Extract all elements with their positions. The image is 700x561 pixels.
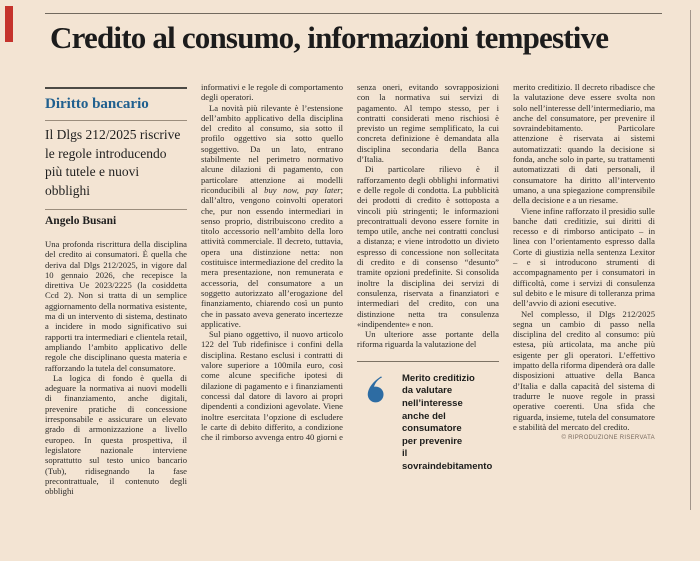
body-paragraph: Nel complesso, il Dlgs 212/2025 segna un…	[513, 308, 655, 432]
body-paragraph: Di particolare rilievo è il rafforzament…	[357, 164, 499, 329]
body-column: merito creditizio. Il decreto ribadisce …	[513, 82, 655, 432]
body-paragraph: Una profonda riscrittura della disciplin…	[45, 239, 187, 373]
body-paragraph: La logica di fondo è quella di adeguare …	[45, 372, 187, 497]
column-4: merito creditizio. Il decreto ribadisce …	[513, 82, 655, 522]
quote-mark-icon	[365, 375, 387, 408]
article-columns: Diritto bancario Il Dlgs 212/2025 riscri…	[45, 82, 655, 522]
body-paragraph: merito creditizio. Il decreto ribadisce …	[513, 82, 655, 206]
column-2: informativi e le regole di comportamento…	[201, 82, 343, 522]
body-paragraph: Sul piano oggettivo, il nuovo articolo 1…	[201, 329, 343, 443]
standfirst-divider	[45, 120, 187, 121]
column-1: Diritto bancario Il Dlgs 212/2025 riscri…	[45, 82, 187, 522]
body-paragraph: Viene infine rafforzato il presidio sull…	[513, 205, 655, 309]
pull-quote-text: Merito creditizio da valutare nell’inter…	[402, 372, 493, 472]
body-paragraph: informativi e le regole di comportamento…	[201, 82, 343, 103]
standfirst: Il Dlgs 212/2025 riscrive le regole intr…	[45, 127, 181, 198]
page-corner-mark	[5, 6, 13, 42]
pull-quote-divider	[357, 360, 499, 362]
body-column: informativi e le regole di comportamento…	[201, 82, 343, 442]
copyright-notice: © RIPRODUZIONE RISERVATA	[561, 435, 655, 442]
author-byline: Angelo Busani	[45, 215, 117, 227]
author-divider	[45, 209, 187, 210]
pull-quote: Merito creditizio da valutare nell’inter…	[357, 360, 499, 474]
body-paragraph: La novità più rilevante è l’estensione d…	[201, 102, 343, 329]
page-edge-rule	[690, 10, 691, 510]
body-column: Una profonda riscrittura della disciplin…	[45, 239, 187, 496]
headline: Credito al consumo, informazioni tempest…	[50, 20, 609, 55]
section-kicker: Diritto bancario	[45, 96, 149, 112]
top-divider	[45, 13, 662, 14]
column-3: senza oneri, evitando sovrapposizioni co…	[357, 82, 499, 522]
body-column: senza oneri, evitando sovrapposizioni co…	[357, 82, 499, 350]
kicker-divider	[45, 87, 187, 89]
body-paragraph: Un ulteriore asse portante della riforma…	[357, 329, 499, 350]
body-paragraph: senza oneri, evitando sovrapposizioni co…	[357, 82, 499, 165]
